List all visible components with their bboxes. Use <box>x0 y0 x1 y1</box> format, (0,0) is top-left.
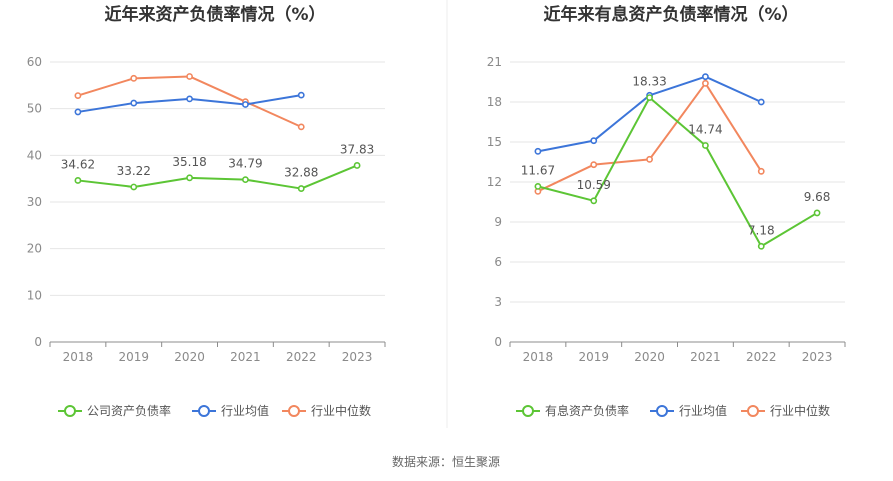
data-point <box>242 101 249 108</box>
x-tick-label: 2022 <box>286 350 317 364</box>
data-point <box>74 108 82 116</box>
chart-title: 近年来有息资产负债率情况（%） <box>543 4 798 25</box>
y-tick-label: 9 <box>494 215 502 229</box>
x-tick-label: 2023 <box>342 350 373 364</box>
x-tick-label: 2019 <box>118 350 149 364</box>
x-tick-label: 2023 <box>802 350 833 364</box>
y-tick-label: 0 <box>34 335 42 349</box>
chart-interest-bearing-debt-ratio: 近年来有息资产负债率情况（%） 0 3 6 9 12 15 18 21 2018 2019 2020 2… <box>487 4 846 418</box>
x-tick-label: 2018 <box>523 350 554 364</box>
data-point <box>74 92 82 99</box>
y-tick-label: 3 <box>494 295 502 309</box>
legend-marker-icon <box>198 405 210 417</box>
data-point <box>757 98 765 106</box>
legend-label: 行业均值 <box>679 403 727 418</box>
data-point <box>130 99 138 107</box>
data-point <box>757 242 765 250</box>
y-tick-label: 18 <box>487 95 502 109</box>
data-point <box>297 185 305 192</box>
data-point <box>186 174 193 182</box>
y-tick-label: 21 <box>487 55 502 69</box>
data-point <box>813 209 821 217</box>
y-tick-label: 30 <box>27 195 42 209</box>
data-point <box>646 94 653 101</box>
data-point <box>757 167 765 175</box>
legend-marker-icon <box>288 405 300 417</box>
y-tick-label: 0 <box>494 335 502 349</box>
y-tick-label: 20 <box>27 242 42 256</box>
data-point <box>534 147 542 155</box>
data-point <box>702 73 709 81</box>
data-point <box>242 176 249 184</box>
legend-item[interactable]: 行业中位数 <box>282 403 371 418</box>
data-point <box>297 123 305 131</box>
y-tick-label: 15 <box>487 135 502 149</box>
data-point <box>297 91 305 99</box>
y-tick-label: 12 <box>487 175 502 189</box>
x-tick-label: 2021 <box>690 350 721 364</box>
legend-marker-icon <box>656 405 668 417</box>
legend-marker-icon <box>64 405 76 417</box>
data-point <box>74 177 82 184</box>
legend-item[interactable]: 行业均值 <box>192 403 269 418</box>
data-label: 14.74 <box>688 122 722 136</box>
y-tick-label: 50 <box>27 102 42 116</box>
data-label: 33.22 <box>117 164 151 178</box>
x-tick-label: 2021 <box>230 350 261 364</box>
data-point <box>702 142 709 149</box>
legend-item[interactable]: 行业中位数 <box>741 403 830 418</box>
data-point <box>186 95 193 103</box>
x-tick-label: 2020 <box>634 350 665 364</box>
data-point <box>353 162 361 169</box>
data-label: 10.59 <box>577 178 611 192</box>
y-tick-label: 10 <box>27 288 42 302</box>
data-point <box>130 183 138 191</box>
series-line <box>537 96 818 248</box>
data-point <box>130 74 138 82</box>
legend-label: 有息资产负债率 <box>545 403 629 418</box>
y-tick-label: 60 <box>27 55 42 69</box>
source-note: 数据来源：恒生聚源 <box>392 454 500 469</box>
data-label: 34.79 <box>228 157 262 171</box>
x-tick-label: 2019 <box>578 350 609 364</box>
legend-item[interactable]: 公司资产负债率 <box>58 403 171 418</box>
legend-label: 行业均值 <box>221 403 269 418</box>
data-label: 32.88 <box>284 166 318 180</box>
y-tick-label: 40 <box>27 148 42 162</box>
x-tick-label: 2020 <box>174 350 205 364</box>
data-label: 18.33 <box>632 75 666 89</box>
y-tick-label: 6 <box>494 255 502 269</box>
legend-label: 行业中位数 <box>770 403 830 418</box>
legend-marker-icon <box>522 405 534 417</box>
data-label: 34.62 <box>61 157 95 171</box>
data-label: 7.18 <box>748 223 775 237</box>
legend-item[interactable]: 行业均值 <box>650 403 727 418</box>
legend-item[interactable]: 有息资产负债率 <box>516 403 629 418</box>
chart-title: 近年来资产负债率情况（%） <box>104 4 325 25</box>
data-point <box>590 197 598 205</box>
data-point <box>590 137 598 145</box>
data-point <box>534 182 542 190</box>
chart-debt-ratio: 近年来资产负债率情况（%） 0 10 20 30 40 50 60 2018 2019 2020 20… <box>27 4 386 418</box>
data-label: 11.67 <box>521 163 555 177</box>
data-label: 35.18 <box>172 155 206 169</box>
series-line <box>77 164 358 190</box>
legend-marker-icon <box>747 405 759 417</box>
data-label: 9.68 <box>804 190 831 204</box>
data-point <box>186 73 193 80</box>
data-point <box>646 155 653 163</box>
legend-label: 行业中位数 <box>311 403 371 418</box>
legend-label: 公司资产负债率 <box>87 403 171 418</box>
data-point <box>590 161 598 169</box>
x-tick-label: 2018 <box>63 350 94 364</box>
data-point <box>702 79 709 87</box>
x-tick-label: 2022 <box>746 350 777 364</box>
data-label: 37.83 <box>340 142 374 156</box>
